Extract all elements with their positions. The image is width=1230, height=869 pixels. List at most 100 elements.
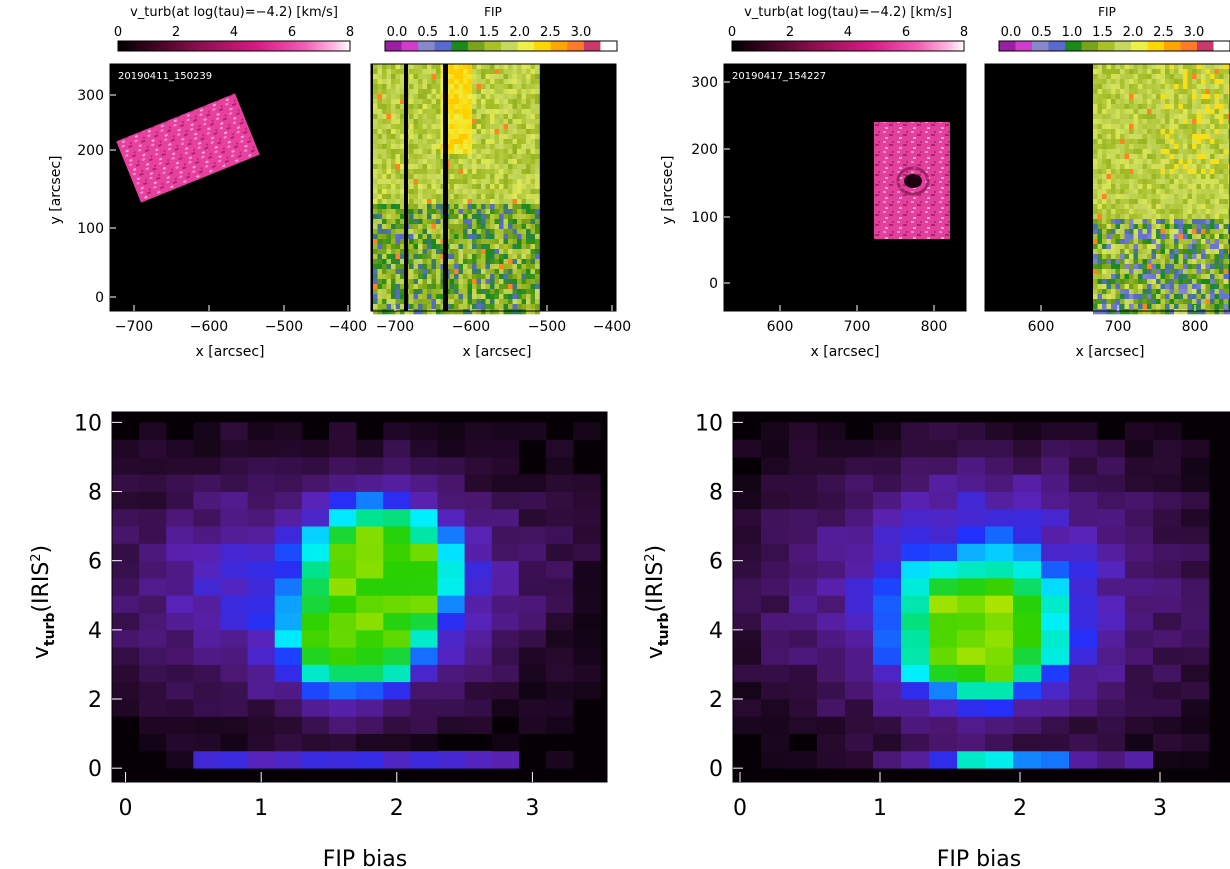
histogram-bin: [1125, 750, 1154, 769]
histogram-bin: [761, 456, 790, 475]
histogram-bin: [929, 508, 958, 527]
histogram-bin: [545, 577, 574, 596]
histogram-bin: [929, 664, 958, 683]
histogram-bin: [1097, 716, 1126, 734]
histogram-bin: [301, 629, 330, 648]
histogram-bin: [845, 577, 874, 596]
histogram-bin: [166, 474, 194, 492]
histogram-bin: [301, 733, 330, 752]
histogram-bin: [274, 750, 303, 769]
histogram-bin: [1181, 526, 1210, 544]
histogram-bin: [220, 612, 249, 631]
histogram-bin: [437, 716, 466, 734]
histogram-bin: [247, 422, 276, 441]
histogram-bin: [573, 681, 601, 700]
histogram-bin: [247, 699, 276, 717]
fip-colorbar-title-2: FIP: [1098, 5, 1116, 19]
histogram-bin: [845, 439, 874, 458]
histogram-bin: [1181, 543, 1210, 562]
histogram-bin: [985, 595, 1014, 613]
histogram-bin: [328, 543, 357, 562]
histogram-bin: [274, 422, 303, 441]
histogram-ytick-label: 8: [709, 481, 723, 506]
histogram-bin: [1069, 681, 1098, 700]
histogram-bin: [139, 491, 167, 510]
histogram-bin: [817, 750, 846, 769]
map-ytick-label: 0: [95, 290, 104, 306]
histogram-bin: [789, 699, 818, 717]
histogram-bin: [220, 733, 249, 752]
histogram-bin: [929, 647, 958, 665]
histogram-ytick-label: 4: [709, 619, 723, 644]
histogram-bin: [356, 664, 384, 683]
histogram-bin: [1181, 560, 1210, 579]
histogram-bin: [328, 526, 357, 544]
histogram-bin: [573, 595, 601, 613]
histogram-bin: [139, 716, 167, 734]
histogram-bin: [761, 422, 790, 441]
histogram-bin: [1181, 733, 1210, 752]
histogram-bin: [356, 508, 384, 527]
histogram-bin: [220, 664, 249, 683]
histogram-bin: [1181, 474, 1210, 492]
histogram-bin: [220, 422, 249, 441]
histogram-bin: [166, 577, 194, 596]
histogram-bin: [1013, 526, 1042, 544]
histogram-bin: [383, 456, 411, 475]
histogram-bin: [1013, 681, 1042, 700]
histogram-bin: [193, 750, 221, 769]
histogram-bin: [733, 543, 762, 562]
histogram-bin: [545, 681, 574, 700]
histogram-bin: [873, 422, 902, 441]
histogram-bin: [491, 491, 520, 510]
histogram-bin: [437, 560, 466, 579]
histogram-bin: [929, 629, 958, 648]
histogram-bin: [789, 681, 818, 700]
histogram-bin: [437, 595, 466, 613]
histogram-ytick-label: 0: [88, 757, 102, 782]
histogram-bin: [1041, 750, 1070, 769]
histogram-bin: [247, 750, 276, 769]
histogram-bin: [491, 629, 520, 648]
histogram-bin: [410, 612, 438, 631]
histogram-bin: [464, 422, 493, 441]
fip-colorbar-segment: [418, 41, 436, 51]
histogram-bin: [901, 612, 930, 631]
histogram-bin: [518, 526, 547, 544]
fip-colorbar-1: FIP 0.0 0.5 1.0 1.5 2.0 2.5 3.0: [384, 5, 618, 52]
histogram-bin: [383, 595, 411, 613]
map-xtick-label: −400: [329, 319, 367, 335]
histogram-bin: [985, 439, 1014, 458]
histogram-bin: [112, 612, 140, 631]
histogram-bin: [220, 577, 249, 596]
histogram-bin: [761, 664, 790, 683]
histogram-bin: [545, 456, 574, 475]
histogram-bin: [1013, 560, 1042, 579]
histogram-bin: [545, 474, 574, 492]
histogram-bin: [1041, 664, 1070, 683]
histogram-bin: [1041, 526, 1070, 544]
histogram-bin: [817, 577, 846, 596]
histogram-bin: [1181, 681, 1210, 700]
histogram-bin: [789, 422, 818, 441]
histogram-xtick-label: 2: [1013, 796, 1027, 821]
histogram-bin: [957, 560, 986, 579]
histogram-bin: [356, 543, 384, 562]
histogram-bin: [383, 750, 411, 769]
histogram-bin: [733, 716, 762, 734]
histogram-bin: [873, 560, 902, 579]
histogram-bin: [957, 508, 986, 527]
histogram-bin: [193, 456, 221, 475]
histogram-bin: [733, 560, 762, 579]
histogram-bin: [1181, 491, 1210, 510]
histogram-bin: [1125, 491, 1154, 510]
fip-colorbar-segment: [401, 41, 419, 51]
histogram-bin: [301, 664, 330, 683]
histogram-bin: [733, 699, 762, 717]
fip-colorbar-segment: [385, 41, 403, 51]
histogram-bin: [929, 491, 958, 510]
histogram-bin: [761, 612, 790, 631]
histogram-bin: [464, 612, 493, 631]
histogram-bin: [873, 439, 902, 458]
histogram-bin: [112, 629, 140, 648]
